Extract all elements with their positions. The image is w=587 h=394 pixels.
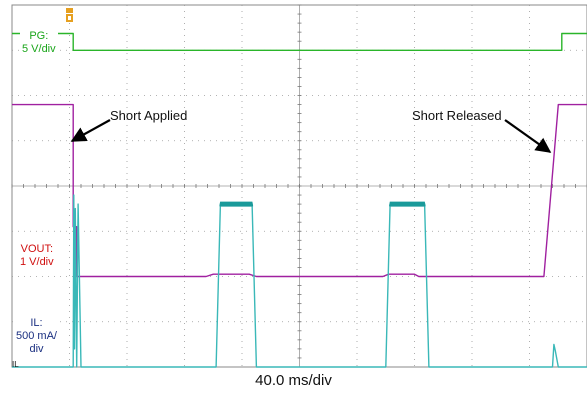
- annotation-arrows: [70, 119, 552, 153]
- vout-label-line2: 1 V/div: [20, 256, 54, 268]
- timebase-label: 40.0 ms/div: [255, 372, 332, 389]
- pg-label-line2: 5 V/div: [22, 43, 56, 55]
- pg-trace: [12, 32, 587, 51]
- annotation-short-released: Short Released: [412, 108, 502, 123]
- pg-channel-label: PG: 5 V/div: [20, 30, 58, 56]
- pg-label-line1: PG:: [29, 30, 49, 42]
- annotation-arrow: [504, 119, 552, 153]
- il-channel-label: IL: 500 mA/ div: [14, 317, 59, 356]
- vout-channel-label: VOUT: 1 V/div: [18, 243, 56, 269]
- il-ripple: [219, 201, 254, 207]
- il-ripple: [389, 201, 426, 207]
- graticule: [11, 4, 587, 368]
- annotation-arrow: [70, 119, 111, 142]
- il-ground-marker: IL: [12, 360, 19, 369]
- il-label-line1: IL:: [30, 317, 43, 329]
- trigger-marker-icon: [66, 8, 73, 22]
- il-label-line3: div: [29, 343, 44, 355]
- il-label-line2: 500 mA/: [16, 330, 57, 342]
- annotation-short-applied: Short Applied: [110, 108, 188, 123]
- traces: [12, 32, 587, 368]
- vout-label-line1: VOUT:: [20, 243, 54, 255]
